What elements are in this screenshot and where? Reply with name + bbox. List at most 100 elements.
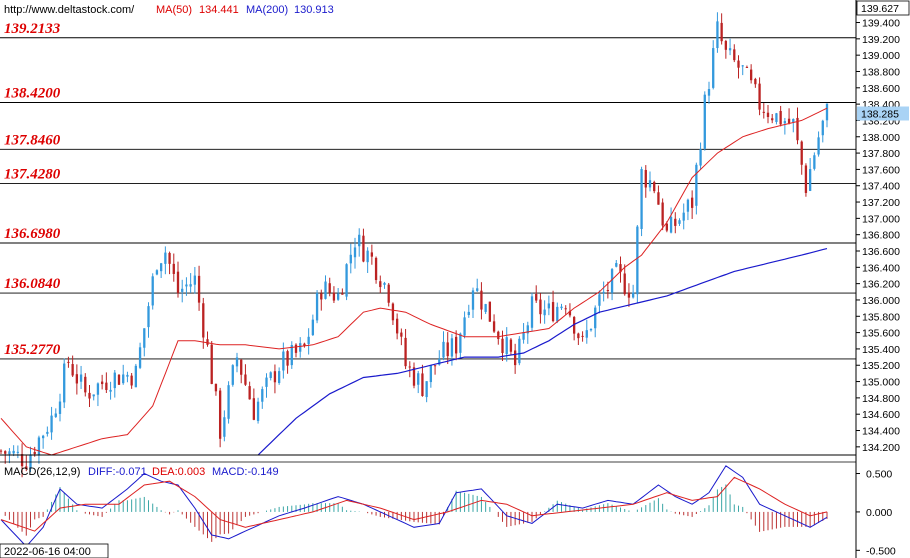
candle-body [143,328,146,348]
candle-body [374,257,378,281]
candle-body [606,290,610,292]
price-tick-label: 137.800 [862,148,900,160]
candle-body [454,336,458,354]
candle-body [105,382,108,390]
candle-body [400,332,403,337]
candle-body [210,344,213,384]
candle-body [176,271,180,293]
candle-body [193,275,197,285]
candle-body [699,149,702,166]
candle-body [484,304,487,312]
candle-body [433,365,437,367]
date-label: 2022-06-16 04:00 [4,546,91,558]
macd-diff-line [0,465,828,548]
candle-body [522,332,525,340]
candle-body [581,335,584,337]
macd-tick-label: 0.500 [866,469,892,481]
candle-body [130,375,133,386]
candle-body [20,454,24,467]
candle-body [505,337,508,355]
candle-body [168,252,171,264]
candle-body [602,291,605,294]
candle-body [808,169,812,191]
candle-body [492,321,496,332]
price-tick-label: 134.400 [862,426,900,438]
candle-body [640,169,643,229]
candle-body [459,333,462,353]
candle-body [783,121,787,124]
candle-body [122,374,125,384]
candle-body [446,342,449,357]
level-label: 136.0840 [4,276,61,292]
candle-body [227,385,230,419]
candle-body [404,337,407,367]
candle-body [33,452,36,455]
candle-body [299,343,302,352]
candle-body [535,293,538,301]
candle-body [408,366,411,368]
candle-body [518,338,521,364]
candle-body [395,318,399,334]
candle-body [172,263,175,274]
candle-body [421,373,424,397]
candle-body [417,373,420,385]
ma200-line [257,248,828,456]
price-tick-label: 138.800 [862,66,900,78]
candle-body [594,307,597,329]
candle-body [690,197,694,208]
candle-body [0,450,3,452]
candle-body [391,303,395,321]
candle-body [720,22,723,42]
price-tick-label: 136.000 [862,295,900,307]
candle-body [362,235,365,262]
candle-body [370,252,374,257]
candle-body [526,325,529,334]
candle-body [92,394,95,397]
level-label: 139.2133 [4,21,61,37]
candle-body [623,273,626,295]
candle-body [771,118,774,121]
price-tick-label: 135.400 [862,344,900,356]
candle-body [113,372,116,389]
price-tick-label: 139.200 [862,34,900,46]
candle-body [551,302,555,322]
candle-body [644,169,647,188]
candle-body [252,398,256,420]
candle-body [256,401,260,421]
macd-diff: DIFF:-0.071 [88,466,147,478]
candle-body [678,220,681,224]
candle-body [294,344,298,353]
candle-body [12,450,15,454]
level-label: 137.4280 [4,166,61,182]
candle-body [792,119,795,123]
ma200-value: 130.913 [294,4,334,16]
candle-body [530,296,534,328]
price-tick-label: 137.200 [862,197,900,209]
candle-body [206,339,209,345]
candle-body [231,365,234,385]
candle-body [4,451,7,454]
candle-body [261,389,264,402]
support-resistance-levels [0,37,856,360]
candle-body [480,290,483,310]
price-candles [0,12,829,478]
price-tick-label: 136.800 [862,230,900,242]
level-label: 136.6980 [4,226,61,242]
candle-body [779,110,782,125]
candle-body [155,270,159,275]
price-tick-label: 137.600 [862,164,900,176]
candle-body [450,338,454,357]
candle-body [151,276,154,306]
candle-body [8,451,11,455]
candle-body [695,164,698,206]
candle-body [813,155,816,169]
candle-body [749,69,753,81]
candle-body [332,292,336,301]
candle-body [126,374,129,377]
candle-body [669,216,673,233]
price-tick-label: 135.200 [862,360,900,372]
candle-body [159,263,163,272]
candle-body [265,377,268,387]
ma50-value: 134.441 [199,4,239,16]
price-tick-label: 139.400 [862,18,900,30]
